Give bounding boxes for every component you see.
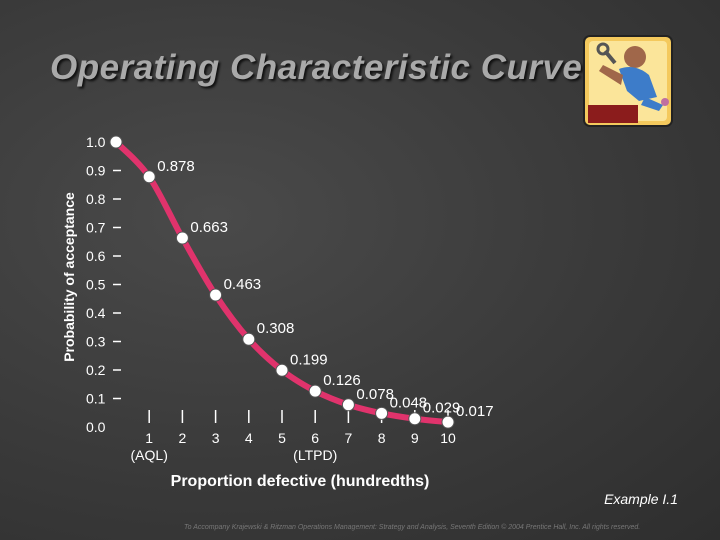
slide-title: Operating Characteristic Curve <box>50 48 583 87</box>
data-point <box>175 231 189 245</box>
x-tick-label: 8 <box>378 430 386 446</box>
worker-clipart-icon <box>583 35 673 127</box>
y-tick-label: 0.2 <box>86 362 106 378</box>
data-point <box>209 288 223 302</box>
y-tick-label: 0.4 <box>86 305 106 321</box>
y-tick-label: 0.0 <box>86 419 106 435</box>
x-tick-label: 7 <box>345 430 353 446</box>
x-annotation: (LTPD) <box>293 447 337 463</box>
data-label: 0.199 <box>290 351 328 368</box>
x-tick-label: 4 <box>245 430 253 446</box>
data-label: 0.126 <box>323 372 361 389</box>
data-label: 0.017 <box>456 403 494 420</box>
x-tick-label: 6 <box>311 430 319 446</box>
data-point <box>441 415 455 429</box>
data-label: 0.463 <box>224 276 262 293</box>
data-point <box>308 384 322 398</box>
x-tick-label: 1 <box>145 430 153 446</box>
y-axis-label: Probability of acceptance <box>61 192 77 362</box>
x-annotation: (AQL) <box>131 447 168 463</box>
y-tick-label: 0.6 <box>86 248 106 264</box>
x-tick-label: 10 <box>440 430 456 446</box>
data-point <box>109 135 123 149</box>
data-point <box>375 406 389 420</box>
y-tick-label: 0.8 <box>86 191 106 207</box>
y-tick-label: 0.5 <box>86 277 106 293</box>
data-label: 0.663 <box>190 219 228 236</box>
y-tick-label: 0.9 <box>86 163 106 179</box>
data-label: 0.048 <box>390 394 428 411</box>
data-point <box>341 398 355 412</box>
x-tick-label: 3 <box>212 430 220 446</box>
oc-curve-line <box>113 139 451 426</box>
example-label: Example I.1 <box>604 491 678 507</box>
data-point <box>242 332 256 346</box>
y-tick-label: 0.7 <box>86 220 106 236</box>
y-tick-label: 1.0 <box>86 134 106 150</box>
data-point <box>275 363 289 377</box>
y-tick-label: 0.3 <box>86 334 106 350</box>
data-label: 0.308 <box>257 320 295 337</box>
x-tick-label: 9 <box>411 430 419 446</box>
x-tick-label: 2 <box>179 430 187 446</box>
x-axis-label: Proportion defective (hundredths) <box>171 473 430 490</box>
data-label: 0.029 <box>423 400 461 417</box>
data-label: 0.078 <box>356 386 394 403</box>
data-label: 0.878 <box>157 158 195 175</box>
y-tick-label: 0.1 <box>86 391 106 407</box>
footer-credit: To Accompany Krajewski & Ritzman Operati… <box>184 524 641 531</box>
data-point <box>408 412 422 426</box>
x-tick-label: 5 <box>278 430 286 446</box>
data-point <box>142 170 156 184</box>
